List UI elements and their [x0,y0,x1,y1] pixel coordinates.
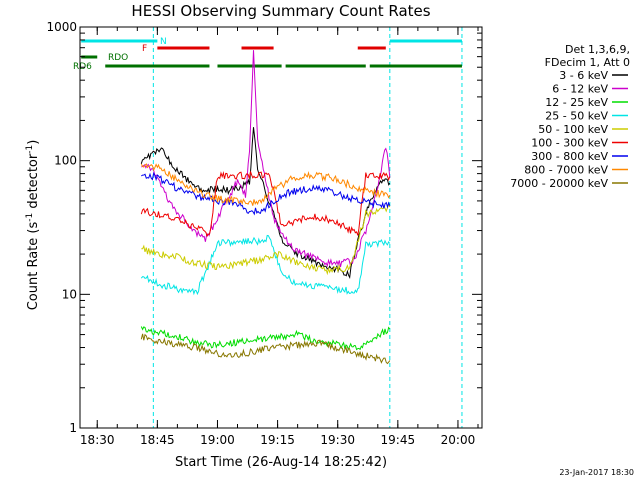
generation-timestamp: 23-Jan-2017 18:30 [559,468,634,477]
x-tick-label-4: 19:30 [320,433,355,447]
series-line-3 [140,234,391,296]
chart-title: HESSI Observing Summary Count Rates [131,2,430,20]
legend-label-6: 300 - 800 keV [531,150,608,163]
series-line-7 [140,163,391,206]
y-axis-label: Count Rate (s-1 detector-1) [25,140,41,311]
legend-label-8: 7000 - 20000 keV [510,177,608,190]
series-line-6 [141,171,391,216]
x-tick-label-2: 19:00 [200,433,235,447]
legend-header-detectors: Det 1,3,6,9, [565,43,630,56]
y-tick-label-0: 1 [69,421,77,435]
x-axis-label: Start Time (26-Aug-14 18:25:42) [175,455,387,470]
legend-label-2: 12 - 25 keV [545,96,608,109]
x-tick-label-0: 18:30 [80,433,115,447]
x-tick-label-3: 19:15 [260,433,295,447]
legend-label-5: 100 - 300 keV [531,137,608,150]
flag-label-rdo: RDO [108,53,128,63]
y-tick-label-2: 100 [54,154,77,168]
legend-header-decimation: FDecim 1, Att 0 [545,56,630,69]
flag-label-f: F [142,44,147,54]
legend-label-7: 800 - 7000 keV [524,164,608,177]
x-tick-label-6: 20:00 [441,433,476,447]
plot-frame [79,26,483,429]
legend-label-1: 6 - 12 keV [552,83,608,96]
series-line-5 [140,171,391,238]
y-tick-label-3: 1000 [46,20,77,34]
series-line-1 [141,50,391,268]
x-tick-label-5: 19:45 [381,433,416,447]
legend-label-4: 50 - 100 keV [538,123,608,136]
flag-label-n: N [160,37,167,47]
series-line-0 [140,127,391,280]
legend-label-3: 25 - 50 keV [545,110,608,123]
x-tick-label-1: 18:45 [140,433,175,447]
y-tick-label-1: 10 [62,287,77,301]
legend-label-0: 3 - 6 keV [559,69,608,82]
series-line-4 [141,203,391,276]
series-line-8 [140,333,391,365]
